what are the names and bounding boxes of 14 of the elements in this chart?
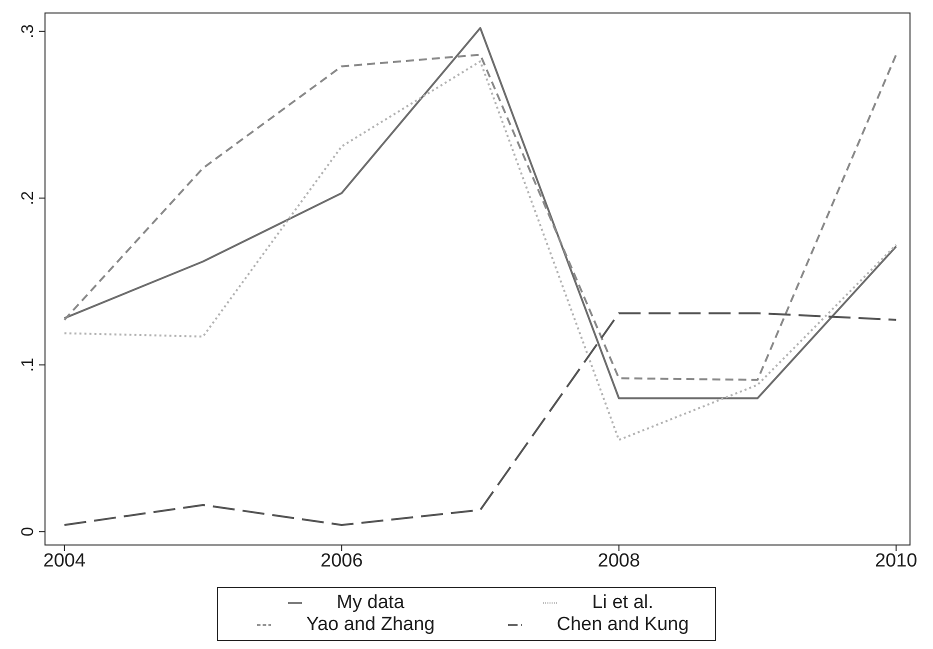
- y-tick-label: .2: [18, 191, 37, 206]
- legend-label: Yao and Zhang: [306, 614, 435, 635]
- line-series: [63, 312, 898, 526]
- x-tick-label: 2010: [874, 550, 918, 572]
- x-tick-label: 2008: [598, 550, 640, 572]
- legend-label: Chen and Kung: [556, 614, 689, 635]
- y-tick-label: .3: [18, 24, 37, 38]
- y-tick-label: .1: [18, 358, 37, 372]
- line-series: [63, 60, 898, 441]
- x-tick-label: 2006: [320, 550, 363, 572]
- x-tick-label: 2004: [43, 550, 86, 572]
- y-tick-label: 0: [18, 526, 37, 536]
- legend-label: Li et al.: [592, 592, 654, 613]
- legend-label: My data: [336, 592, 404, 613]
